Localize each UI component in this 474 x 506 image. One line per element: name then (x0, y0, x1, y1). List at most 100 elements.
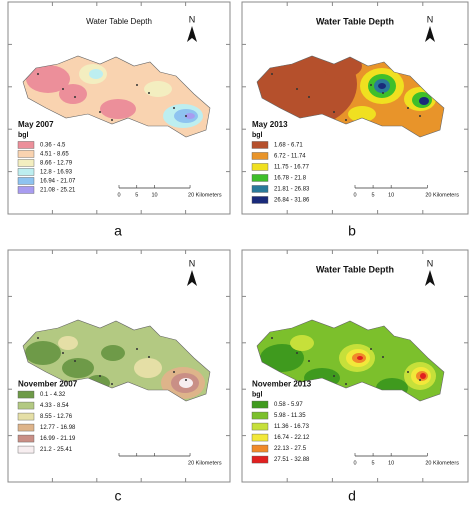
district-outline (22, 319, 211, 402)
zone (62, 358, 94, 378)
legend-swatch (17, 177, 35, 185)
well-point (345, 383, 347, 385)
legend-swatch (251, 196, 269, 204)
scale-label: 0 (117, 192, 120, 198)
legend-swatch (17, 412, 35, 421)
well-point (173, 371, 175, 373)
zone (420, 373, 426, 379)
legend-swatch (251, 152, 269, 160)
legend-label: 5.98 - 11.35 (274, 413, 306, 419)
north-arrow (425, 26, 435, 42)
map-panel: Water Table Depth N May 2013 bgl 1.68 - 6.71… (241, 1, 469, 215)
north-label: N (189, 258, 196, 268)
map-title: Water Table Depth (316, 16, 394, 26)
panel-caption: d (348, 488, 356, 504)
zone (59, 84, 87, 104)
scale-label: 20 Kilometers (188, 460, 222, 466)
zone (185, 113, 195, 119)
district-outline (22, 55, 211, 138)
legend-swatch (17, 390, 35, 399)
well-point (370, 348, 372, 350)
scale-label: 10 (388, 192, 394, 198)
legend-label: 4.51 - 8.65 (40, 152, 69, 158)
well-point (111, 383, 113, 385)
legend-swatch (251, 163, 269, 171)
legend-label: 21.81 - 26.83 (274, 187, 310, 193)
scale-label: 5 (372, 192, 375, 198)
legend-label: 16.99 - 21.19 (40, 436, 76, 442)
legend-swatch (17, 168, 35, 176)
legend-label: 26.84 - 31.86 (274, 198, 310, 204)
well-point (296, 88, 298, 90)
well-point (148, 92, 150, 94)
legend-label: 0.1 - 4.32 (40, 392, 66, 398)
map-panel: N November 2007 0.1 - 4.32 4.33 - 8.54 8.55 … (7, 249, 231, 483)
legend-unit: bgl (252, 132, 263, 139)
well-point (74, 360, 76, 362)
well-point (173, 107, 175, 109)
well-point (99, 375, 101, 377)
panel-caption: c (115, 488, 122, 504)
legend-label: 12.8 - 16.93 (40, 170, 73, 176)
north-label: N (427, 258, 434, 268)
legend-swatch (17, 423, 35, 432)
zone (179, 378, 193, 388)
zone (260, 344, 304, 372)
legend-label: 12.77 - 16.98 (40, 425, 76, 431)
well-point (74, 96, 76, 98)
zone (58, 336, 78, 350)
well-point (308, 96, 310, 98)
well-point (185, 115, 187, 117)
north-arrow (425, 270, 435, 286)
legend-swatch (251, 185, 269, 193)
well-point (62, 88, 64, 90)
map-title: Water Table Depth (316, 264, 394, 274)
legend-swatch (17, 401, 35, 410)
legend-swatch (251, 422, 269, 431)
north-label: N (189, 14, 196, 24)
well-point (419, 115, 421, 117)
legend-swatch (251, 411, 269, 420)
legend-label: 16.74 - 22.12 (274, 435, 310, 441)
well-point (382, 356, 384, 358)
well-point (271, 73, 273, 75)
zone (134, 358, 162, 378)
scale-label: 10 (388, 460, 394, 466)
well-point (370, 84, 372, 86)
well-point (296, 352, 298, 354)
legend-swatch (17, 141, 35, 149)
legend-period: May 2013 (252, 120, 288, 129)
legend-label: 16.78 - 21.8 (274, 176, 307, 182)
legend-label: 21.2 - 25.41 (40, 447, 73, 453)
legend-period: November 2013 (252, 380, 312, 389)
well-point (407, 371, 409, 373)
scale-label: 5 (372, 460, 375, 466)
legend-swatch (251, 174, 269, 182)
legend-swatch (251, 455, 269, 464)
map-title: Water Table Depth (86, 17, 152, 26)
well-point (185, 379, 187, 381)
district-outline (256, 319, 445, 402)
well-point (419, 379, 421, 381)
well-point (37, 337, 39, 339)
legend-swatch (17, 150, 35, 158)
well-point (99, 111, 101, 113)
legend-label: 8.66 - 12.79 (40, 161, 73, 167)
legend-label: 1.68 - 6.71 (274, 143, 303, 149)
zone (419, 97, 429, 105)
scale-label: 20 Kilometers (188, 192, 222, 198)
well-point (62, 352, 64, 354)
legend-unit: bgl (18, 132, 29, 139)
legend-label: 11.75 - 16.77 (274, 165, 310, 171)
legend-label: 16.94 - 21.07 (40, 179, 76, 185)
zone (101, 345, 125, 361)
scale-label: 5 (135, 192, 138, 198)
legend-label: 4.33 - 8.54 (40, 403, 69, 409)
well-point (382, 92, 384, 94)
scale-label: 0 (353, 460, 356, 466)
well-point (148, 356, 150, 358)
legend-label: 22.13 - 27.5 (274, 446, 307, 452)
zone (348, 106, 376, 122)
legend-swatch (17, 445, 35, 454)
